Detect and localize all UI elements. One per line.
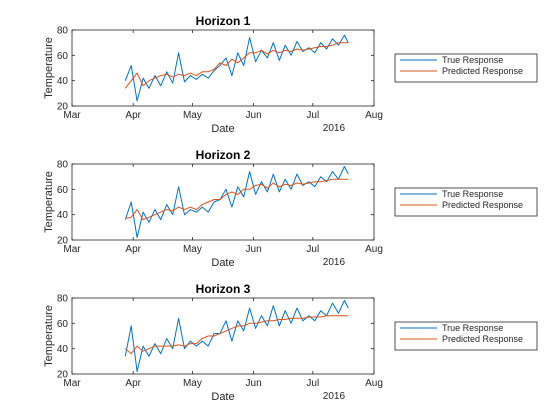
x-tick-label: May	[183, 378, 202, 389]
x-axis-label: Date	[211, 391, 234, 403]
y-tick-label: 60	[57, 319, 69, 330]
series-line-predicted-response	[124, 315, 349, 355]
y-tick-label: 80	[57, 26, 69, 37]
series-line-predicted-response	[125, 178, 349, 221]
x-tick-label: Mar	[63, 110, 81, 121]
plot-area	[71, 297, 375, 375]
y-tick-label: 60	[57, 51, 69, 62]
x-tick-label: Jul	[306, 378, 319, 389]
legend-entry: Predicted Response	[442, 200, 523, 210]
x-tick-label: Apr	[125, 110, 141, 121]
x-year-label: 2016	[323, 123, 346, 134]
legend-box	[394, 187, 538, 217]
x-tick-label: May	[183, 110, 202, 121]
x-year-label: 2016	[323, 391, 346, 402]
x-tick-label: Jun	[246, 110, 262, 121]
x-axis-label: Date	[211, 123, 234, 135]
series-line-predicted-response	[124, 42, 349, 89]
x-tick-label: May	[183, 244, 202, 255]
x-tick-label: Apr	[125, 378, 141, 389]
legend-entry: Predicted Response	[442, 334, 523, 344]
y-axis-label: Temperature	[43, 171, 55, 233]
horizon-3-chart: Horizon 3 Mar Apr May Jun Jul Aug 2016 20 40 60 80 D…	[43, 282, 538, 403]
legend-entry: True Response	[442, 55, 503, 65]
x-tick-label: Jul	[306, 110, 319, 121]
series-line-true-response	[124, 300, 349, 372]
horizon-1-chart: Horizon 1 Mar Apr May Jun Jul Aug 2016 20 40 60 80 D…	[43, 14, 538, 135]
series-line-true-response	[124, 34, 349, 102]
y-tick-label: 80	[57, 294, 69, 305]
y-tick-label: 20	[57, 102, 69, 113]
horizon-2-chart: Horizon 2 Mar Apr May Jun Jul Aug 2016 20 40 60 80 D…	[43, 148, 538, 269]
plot-area	[71, 163, 375, 241]
y-tick-label: 40	[57, 76, 69, 87]
x-tick-label: Aug	[365, 110, 383, 121]
plot-area	[71, 29, 375, 107]
y-tick-label: 20	[57, 370, 69, 381]
y-tick-label: 40	[57, 210, 69, 221]
x-tick-label: Mar	[63, 378, 81, 389]
series-line-true-response	[124, 166, 349, 238]
x-axis-label: Date	[211, 257, 234, 269]
y-tick-label: 40	[57, 344, 69, 355]
x-tick-label: Aug	[365, 378, 383, 389]
x-tick-label: Aug	[365, 244, 383, 255]
y-tick-label: 60	[57, 185, 69, 196]
chart-title: Horizon 2	[196, 148, 251, 162]
y-tick-label: 80	[57, 160, 69, 171]
chart-title: Horizon 3	[196, 282, 251, 296]
x-tick-label: Jun	[246, 378, 262, 389]
legend-box	[394, 53, 538, 83]
legend-box	[394, 321, 538, 351]
legend-entry: True Response	[442, 189, 503, 199]
x-year-label: 2016	[323, 257, 346, 268]
x-tick-label: Jul	[306, 244, 319, 255]
legend-entry: True Response	[442, 323, 503, 333]
x-tick-label: Mar	[63, 244, 81, 255]
x-tick-label: Apr	[125, 244, 141, 255]
legend-entry: Predicted Response	[442, 66, 523, 76]
x-tick-label: Jun	[246, 244, 262, 255]
chart-title: Horizon 1	[196, 14, 251, 28]
y-tick-label: 20	[57, 236, 69, 247]
y-axis-label: Temperature	[43, 37, 55, 99]
y-axis-label: Temperature	[43, 305, 55, 367]
